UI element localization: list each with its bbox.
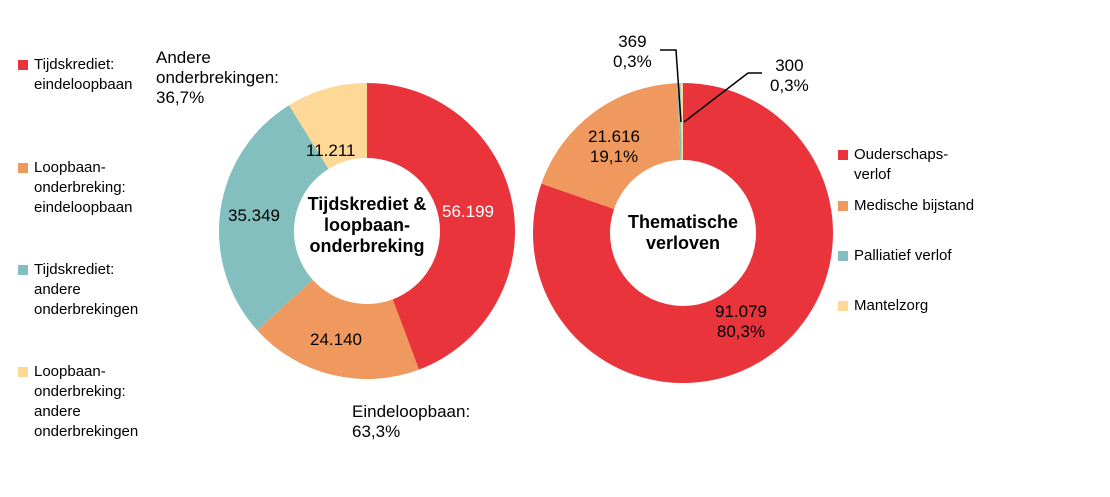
data-label-300: 300 0,3%: [770, 56, 809, 95]
legend-item-ouderschapsverlof: Ouderschaps- verlof: [838, 145, 948, 185]
donut-slice-3: [677, 83, 682, 161]
donut-slice-1: [367, 83, 515, 370]
legend-swatch: [838, 301, 848, 311]
legend-item-loopbaanonderbreking-andere: Loopbaan- onderbreking: andere onderbrek…: [18, 362, 138, 442]
annotation-andere-onderbrekingen: Andere onderbrekingen: 36,7%: [156, 48, 279, 107]
legend-swatch: [838, 150, 848, 160]
donut-slice-2: [257, 279, 419, 380]
annotation-eindeloopbaan: Eindeloopbaan: 63,3%: [352, 402, 471, 441]
donut-slice-2: [541, 83, 681, 209]
leader-line-369: [660, 49, 682, 123]
data-label-56199: 56.199: [442, 202, 494, 221]
legend-label: Tijdskrediet: andere onderbrekingen: [34, 261, 139, 318]
donut-slice-4: [680, 83, 683, 161]
legend-label: Mantelzorg: [854, 297, 929, 314]
legend-item-palliatief-verlof: Palliatief verlof: [838, 246, 952, 266]
legend-swatch: [18, 163, 28, 173]
data-label-11211: 11.211: [306, 141, 356, 160]
legend-item-medische-bijstand: Medische bijstand: [838, 196, 974, 216]
data-label-21616: 21.616 19,1%: [588, 127, 640, 166]
data-label-369: 369 0,3%: [613, 32, 652, 71]
legend-swatch: [18, 60, 28, 70]
legend-item-tijdskrediet-andere: Tijdskrediet: andere onderbrekingen: [18, 260, 138, 320]
legend-swatch: [838, 201, 848, 211]
donut-title-tijdskrediet: Tijdskrediet & loopbaan- onderbreking: [307, 194, 427, 256]
legend-label: Loopbaan- onderbreking: andere onderbrek…: [34, 363, 139, 440]
legend-item-tijdskrediet-eindeloopbaan: Tijdskrediet: eindeloopbaan: [18, 55, 132, 95]
legend-label: Palliatief verlof: [854, 247, 952, 264]
legend-label: Loopbaan- onderbreking: eindeloopbaan: [34, 159, 133, 216]
donut-thematische-verloven: [533, 83, 834, 383]
donut-slice-1: [533, 83, 834, 383]
data-label-35349: 35.349: [228, 206, 280, 225]
legend-item-loopbaanonderbreking-eindeloopbaan: Loopbaan- onderbreking: eindeloopbaan: [18, 158, 132, 218]
data-label-91079: 91.079 80,3%: [715, 302, 767, 341]
data-label-24140: 24.140: [310, 330, 362, 349]
leader-line-300: [683, 72, 762, 123]
donut-title-thematische-verloven: Thematische verloven: [627, 212, 739, 253]
donut-slice-3: [219, 105, 329, 331]
legend-item-mantelzorg: Mantelzorg: [838, 296, 928, 316]
donut-tijdskrediet: [219, 83, 515, 380]
legend-label: Medische bijstand: [854, 197, 975, 214]
legend-label: Tijdskrediet: eindeloopbaan: [34, 56, 133, 93]
legend-swatch: [838, 251, 848, 261]
legend-swatch: [18, 367, 28, 377]
legend-label: Ouderschaps- verlof: [854, 146, 949, 183]
donut-slice-4: [289, 83, 367, 169]
legend-swatch: [18, 265, 28, 275]
